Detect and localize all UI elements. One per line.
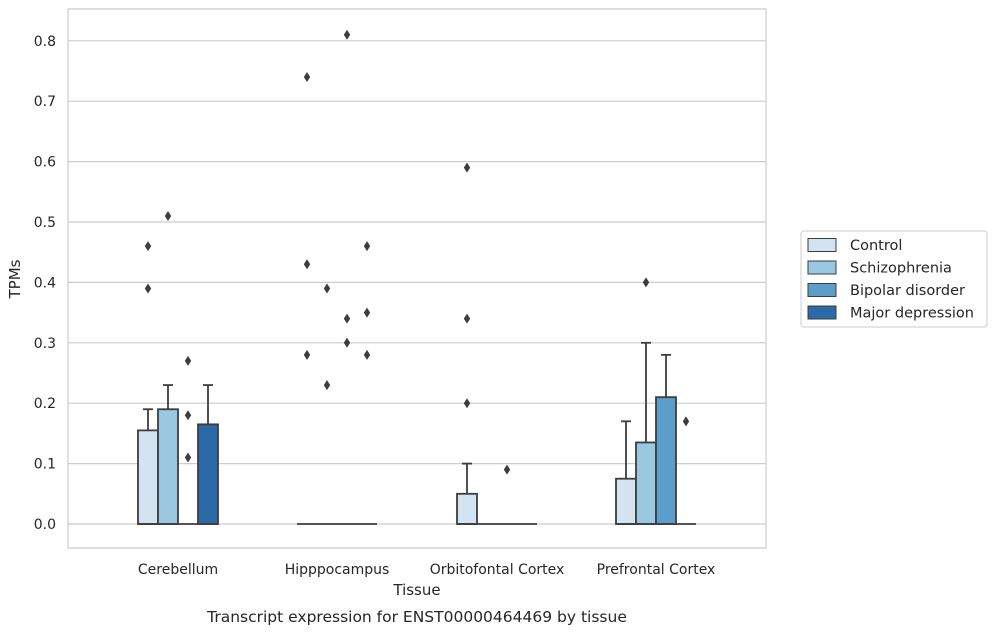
box (137, 429, 159, 525)
box-control (137, 241, 159, 525)
box-bipolar-disorder (337, 29, 357, 525)
box-control (456, 162, 478, 525)
box-control (297, 72, 317, 525)
y-tick-label: 0.3 (34, 336, 56, 352)
outlier-point (184, 452, 192, 463)
legend-swatch (807, 260, 837, 275)
box (655, 396, 677, 525)
box-control (615, 420, 637, 525)
outlier-point (303, 259, 311, 270)
x-tick-label: Cerebellum (138, 562, 218, 578)
y-tick-labels: 0.0 0.1 0.2 0.3 0.4 0.5 0.6 0.7 0.8 (34, 34, 56, 533)
outlier-point (303, 72, 311, 83)
box (635, 441, 657, 525)
outlier-point (642, 277, 650, 288)
chart-caption: Transcript expression for ENST0000046446… (206, 608, 627, 626)
outlier-point (323, 283, 331, 294)
box (615, 477, 637, 525)
y-tick-label: 0.4 (34, 275, 56, 291)
legend-swatch (807, 238, 837, 252)
grid-lines (68, 40, 766, 525)
outlier-point (682, 416, 690, 427)
box-schizophrenia (157, 210, 179, 525)
plot-marks (137, 29, 696, 525)
x-tick-label: Hipppocampus (285, 562, 390, 578)
y-axis-title: TPMs (6, 259, 24, 299)
y-tick-label: 0.0 (34, 517, 56, 533)
x-axis-title: Tissue (392, 581, 440, 599)
legend-frame (800, 230, 988, 328)
box-schizophrenia (635, 277, 657, 525)
box-major-depression (357, 241, 377, 525)
box (197, 423, 219, 525)
outlier-point (144, 241, 152, 252)
outlier-point (463, 162, 471, 173)
outlier-point (164, 210, 172, 221)
y-tick-label: 0.6 (34, 155, 56, 171)
outlier-point (303, 349, 311, 360)
y-tick-label: 0.2 (34, 396, 56, 412)
outlier-point (463, 398, 471, 409)
box-major-depression (676, 416, 696, 525)
x-tick-label: Orbitofontal Cortex (430, 562, 565, 578)
outlier-point (343, 337, 351, 348)
outlier-point (503, 464, 511, 475)
outlier-point (463, 313, 471, 324)
y-tick-label: 0.5 (34, 215, 56, 231)
legend-label: Major depression (850, 306, 974, 322)
legend-label: Control (850, 238, 902, 254)
x-tick-labels: Cerebellum Hipppocampus Orbitofontal Corte… (138, 562, 715, 578)
outlier-point (184, 410, 192, 421)
box-bipolar-disorder (655, 353, 677, 525)
x-tick-label: Prefrontal Cortex (597, 562, 716, 578)
outlier-point (343, 313, 351, 324)
box-bipolar-disorder (497, 464, 517, 525)
legend-label: Bipolar disorder (850, 283, 965, 299)
y-tick-label: 0.8 (34, 34, 56, 50)
legend-swatch (807, 283, 837, 297)
outlier-point (343, 29, 351, 40)
outlier-point (363, 241, 371, 252)
outlier-point (323, 380, 331, 391)
box-major-depression (197, 384, 219, 525)
y-tick-label: 0.7 (34, 94, 56, 110)
outlier-point (363, 307, 371, 318)
y-tick-label: 0.1 (34, 457, 56, 473)
plot-frame (67, 8, 767, 549)
box-bipolar-disorder (178, 355, 198, 525)
outlier-point (184, 355, 192, 366)
outlier-point (363, 349, 371, 360)
box (456, 492, 478, 525)
legend-label: Schizophrenia (850, 261, 952, 277)
box-schizophrenia (317, 283, 337, 525)
outlier-point (144, 283, 152, 294)
legend: Control Schizophrenia Bipolar disorder Majo… (800, 230, 988, 328)
legend-swatch (807, 305, 837, 320)
box (157, 408, 179, 525)
